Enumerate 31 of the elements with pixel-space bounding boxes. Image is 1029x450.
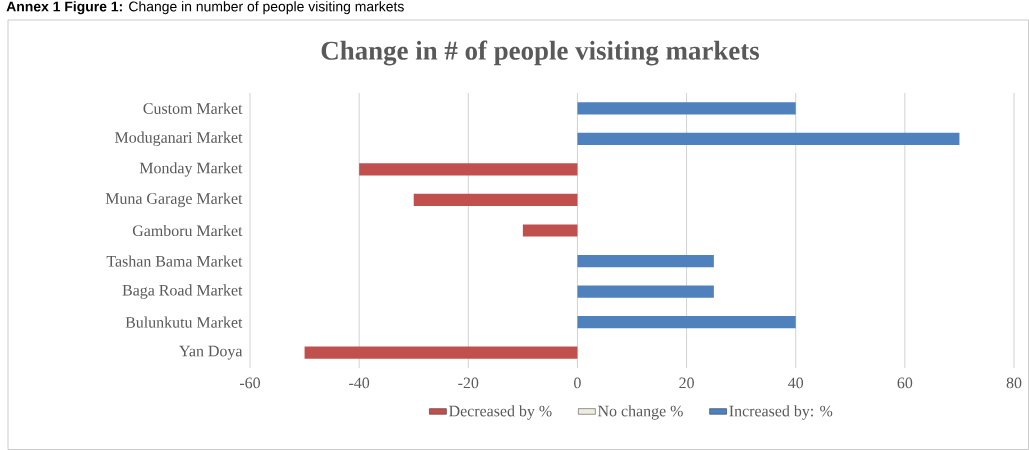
text: Annex 1 Figure 1: Change in number of people visiting markets bbox=[6, 1, 404, 15]
y-tick-label: Muna Garage Market bbox=[105, 192, 243, 208]
y-tick-label: Bulunkutu Market bbox=[125, 316, 243, 328]
x-tick-label: 20 bbox=[679, 377, 694, 389]
bar bbox=[577, 254, 714, 268]
legend-label: Decreased by % bbox=[449, 405, 552, 420]
bar bbox=[304, 346, 578, 359]
x-tick-label: -20 bbox=[458, 377, 479, 389]
legend-label: No change % bbox=[598, 405, 683, 420]
legend-label: Increased by: % bbox=[729, 405, 833, 420]
bar bbox=[577, 102, 796, 115]
y-tick-label: Baga Road Market bbox=[122, 284, 243, 299]
y-tick-label: Yan Doya bbox=[179, 345, 243, 360]
bar bbox=[413, 193, 578, 207]
x-tick-label: 0 bbox=[574, 377, 581, 389]
x-tick-label: 40 bbox=[788, 377, 804, 389]
y-tick-label: Tashan Bama Market bbox=[106, 255, 243, 267]
bar bbox=[577, 316, 796, 329]
x-tick-label: -40 bbox=[349, 377, 370, 389]
bar bbox=[522, 224, 578, 237]
x-tick-label: -60 bbox=[239, 377, 261, 389]
chart-title: Change in # of people visiting markets bbox=[321, 40, 760, 66]
bar bbox=[359, 163, 578, 176]
y-tick-label: Gamboru Market bbox=[132, 224, 243, 237]
x-tick-label: 80 bbox=[1006, 377, 1022, 389]
bar bbox=[577, 132, 960, 145]
y-tick-label: Monday Market bbox=[139, 162, 243, 177]
y-tick-label: Moduganari Market bbox=[115, 131, 243, 147]
y-tick-label: Custom Market bbox=[143, 102, 243, 114]
x-tick-label: 60 bbox=[897, 377, 913, 389]
bar bbox=[577, 285, 714, 298]
